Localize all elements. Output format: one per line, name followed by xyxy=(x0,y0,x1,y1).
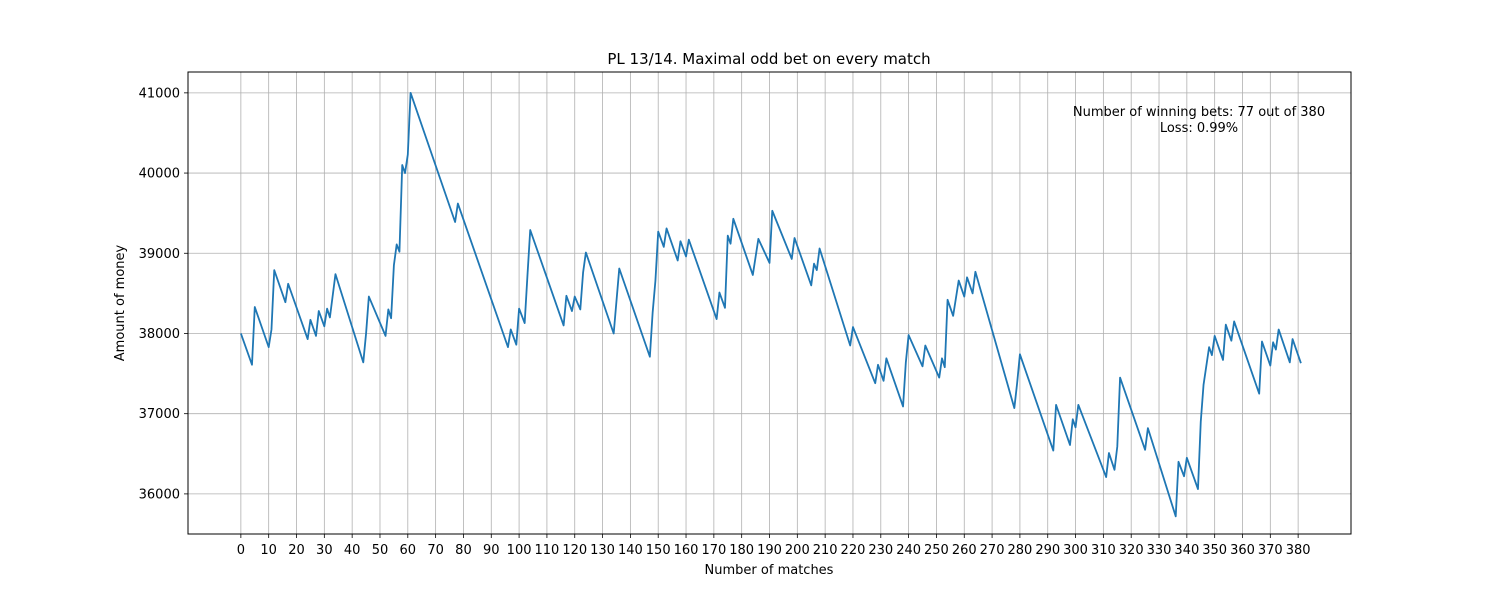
grid xyxy=(188,72,1351,534)
x-tick-label: 70 xyxy=(427,543,444,558)
y-tick-label: 37000 xyxy=(139,407,180,422)
x-tick-label: 20 xyxy=(288,543,305,558)
x-tick-label: 310 xyxy=(1091,543,1116,558)
chart-title: PL 13/14. Maximal odd bet on every match xyxy=(607,50,930,68)
x-tick-label: 190 xyxy=(757,543,782,558)
x-tick-label: 380 xyxy=(1286,543,1311,558)
x-tick-label: 170 xyxy=(701,543,726,558)
x-tick-label: 60 xyxy=(400,543,417,558)
y-axis-label: Amount of money xyxy=(113,244,128,361)
x-tick-label: 110 xyxy=(535,543,560,558)
x-tick-label: 240 xyxy=(896,543,921,558)
x-tick-label: 150 xyxy=(646,543,671,558)
x-tick-label: 290 xyxy=(1035,543,1060,558)
x-axis-ticks: 0 10 20 30 40 50 60 70 80 90 100 110 120 130 140 150 160… xyxy=(237,534,1311,558)
y-tick-label: 36000 xyxy=(139,487,180,502)
x-tick-label: 230 xyxy=(868,543,893,558)
x-tick-label: 210 xyxy=(813,543,838,558)
money-series-line xyxy=(240,91,1302,518)
x-tick-label: 340 xyxy=(1174,543,1199,558)
x-tick-label: 270 xyxy=(980,543,1005,558)
x-tick-label: 250 xyxy=(924,543,949,558)
x-tick-label: 0 xyxy=(237,543,245,558)
x-tick-label: 260 xyxy=(952,543,977,558)
x-tick-label: 120 xyxy=(562,543,587,558)
x-tick-label: 80 xyxy=(455,543,472,558)
x-tick-label: 10 xyxy=(260,543,277,558)
x-tick-label: 100 xyxy=(507,543,532,558)
x-tick-label: 350 xyxy=(1202,543,1227,558)
x-tick-label: 130 xyxy=(590,543,615,558)
x-tick-label: 160 xyxy=(674,543,699,558)
y-tick-label: 41000 xyxy=(139,86,180,101)
winning-bets-annotation: Number of winning bets: 77 out of 380 xyxy=(1073,105,1325,120)
x-tick-label: 90 xyxy=(483,543,500,558)
x-tick-label: 300 xyxy=(1063,543,1088,558)
x-tick-label: 220 xyxy=(841,543,866,558)
x-tick-label: 40 xyxy=(344,543,361,558)
x-tick-label: 370 xyxy=(1258,543,1283,558)
y-tick-label: 40000 xyxy=(139,167,180,182)
x-tick-label: 200 xyxy=(785,543,810,558)
y-tick-label: 38000 xyxy=(139,327,180,342)
x-tick-label: 280 xyxy=(1007,543,1032,558)
x-tick-label: 180 xyxy=(729,543,754,558)
x-tick-label: 360 xyxy=(1230,543,1255,558)
x-tick-label: 140 xyxy=(618,543,643,558)
x-tick-label: 320 xyxy=(1119,543,1144,558)
series-group xyxy=(240,91,1302,518)
y-axis-ticks: 36000 37000 38000 39000 40000 41000 xyxy=(139,86,188,502)
x-tick-label: 50 xyxy=(372,543,389,558)
loss-annotation: Loss: 0.99% xyxy=(1160,121,1238,136)
x-tick-label: 30 xyxy=(316,543,333,558)
y-tick-label: 39000 xyxy=(139,247,180,262)
x-tick-label: 330 xyxy=(1147,543,1172,558)
x-axis-label: Number of matches xyxy=(705,563,834,578)
